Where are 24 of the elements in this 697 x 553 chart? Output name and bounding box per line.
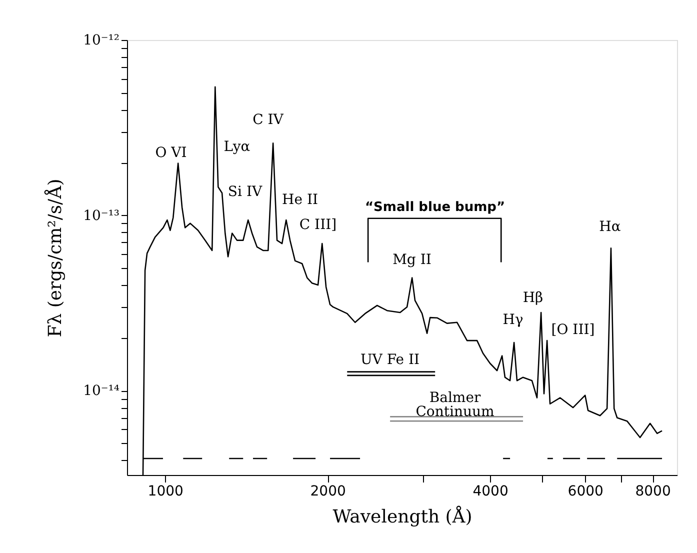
annotation: [O III] [551,322,595,338]
annotation: Mg II [392,252,432,268]
annotation: Lyα [224,139,251,155]
x-tick-label: 8000 [635,484,671,500]
x-tick-label: 6000 [568,484,604,500]
y-tick-label: 10⁻¹³ [83,208,120,224]
annotation: Balmer Continuum [416,390,494,420]
annotation: Hα [599,219,622,235]
annotation: C III] [299,217,337,233]
annotation: O VI [155,145,187,161]
y-axis-title: Fλ (ergs/cm²/s/Å) [44,178,66,338]
annotation: UV Fe II [360,352,420,368]
x-tick-label: 4000 [472,484,508,500]
x-tick-label: 2000 [310,484,346,500]
annotation: C IV [252,112,284,128]
annotation: Si IV [228,184,263,200]
annotation: “Small blue bump” [365,200,505,215]
x-axis-title: Wavelength (Å) [332,506,472,528]
y-tick-label: 10⁻¹² [83,32,120,48]
annotation: Hβ [522,290,544,306]
annotation: He II [282,192,318,208]
x-tick-label: 1000 [148,484,184,500]
annotation: Hγ [502,312,524,328]
y-tick-label: 10⁻¹⁴ [83,383,120,400]
